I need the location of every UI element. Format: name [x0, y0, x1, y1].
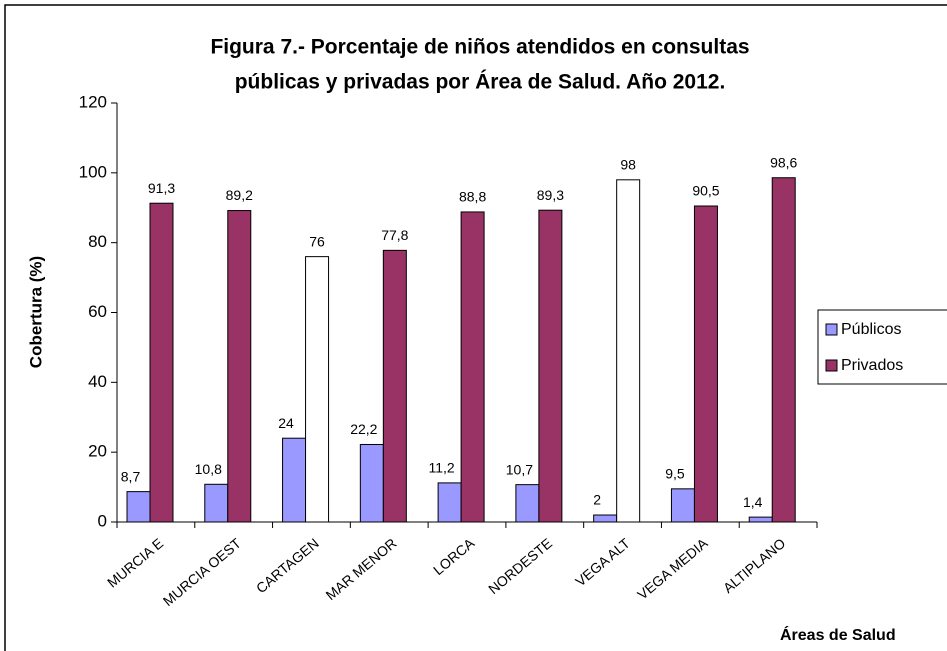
bar	[359, 443, 384, 523]
chart-title: públicas y privadas por Área de Salud. A…	[235, 71, 726, 94]
bar	[771, 177, 796, 523]
y-tick-label: 20	[88, 442, 107, 461]
legend-swatch	[825, 359, 838, 372]
y-tick-label: 100	[79, 162, 107, 181]
bar	[460, 211, 485, 523]
data-label: 2	[593, 492, 601, 508]
data-label: 91,3	[148, 180, 175, 196]
bar	[437, 482, 462, 523]
y-tick-label: 0	[98, 511, 107, 530]
bar	[126, 491, 151, 523]
legend-label: Públicos	[841, 321, 901, 338]
bar	[616, 179, 641, 523]
data-label: 8,7	[121, 468, 141, 484]
bar	[593, 514, 618, 523]
data-label: 10,8	[195, 461, 222, 477]
data-label: 11,2	[429, 460, 455, 476]
y-axis-label: Cobertura (%)	[26, 256, 45, 368]
bar	[693, 205, 718, 523]
bar	[227, 210, 252, 523]
bar	[305, 256, 330, 523]
bar	[670, 488, 695, 523]
data-label: 88,8	[459, 189, 486, 205]
bar	[204, 483, 229, 523]
chart-title: Figura 7.- Porcentaje de niños atendidos…	[210, 36, 749, 59]
data-label: 89,3	[537, 187, 564, 203]
data-label: 98,6	[770, 154, 797, 170]
data-label: 24	[278, 415, 294, 431]
bar	[282, 437, 307, 523]
data-label: 89,2	[226, 187, 253, 203]
legend-label: Privados	[841, 357, 903, 374]
bar	[748, 516, 773, 523]
y-tick-label: 80	[88, 232, 107, 251]
data-label: 22,2	[350, 421, 377, 437]
y-tick-label: 60	[88, 302, 107, 321]
legend-swatch	[825, 323, 838, 336]
data-label: 77,8	[381, 227, 408, 243]
y-tick-label: 120	[79, 92, 107, 111]
bar	[515, 484, 540, 523]
bar	[538, 209, 563, 523]
legend	[817, 309, 947, 385]
data-label: 90,5	[692, 183, 719, 199]
data-label: 98	[620, 157, 636, 173]
x-axis-label: Áreas de Salud	[780, 625, 896, 644]
y-tick-label: 40	[88, 372, 107, 391]
data-label: 1,4	[743, 494, 763, 510]
bar	[382, 249, 407, 523]
data-label: 10,7	[506, 461, 533, 477]
data-label: 76	[309, 233, 325, 249]
data-label: 9,5	[665, 466, 685, 482]
bar	[149, 202, 174, 523]
